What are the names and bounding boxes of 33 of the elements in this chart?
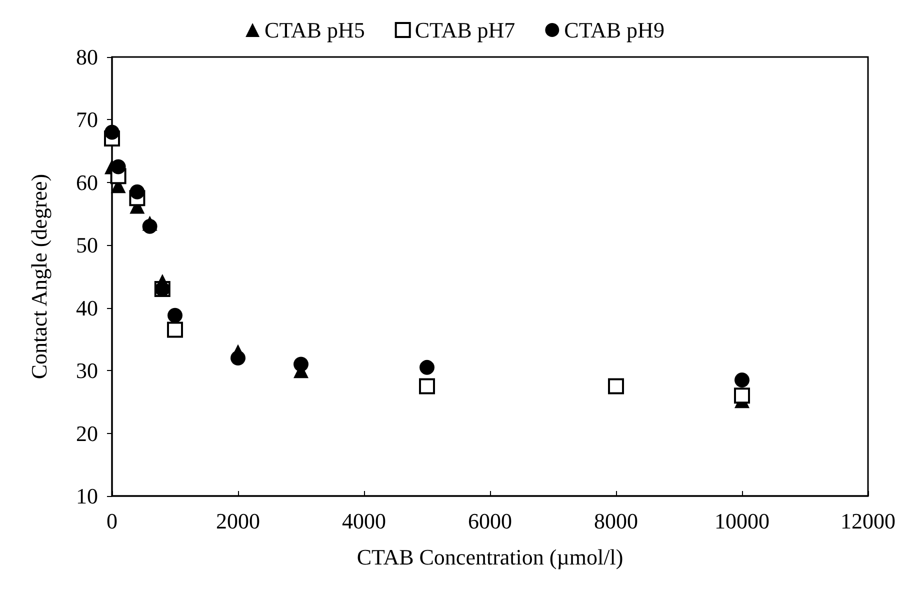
y-tick-label: 20 — [76, 420, 98, 446]
legend-label: CTAB pH5 — [264, 18, 365, 42]
x-axis-title: CTAB Concentration (µmol/l) — [356, 544, 624, 570]
point — [230, 350, 246, 366]
y-tick-label: 70 — [76, 107, 98, 132]
point — [420, 360, 434, 375]
point — [130, 184, 145, 200]
legend-label: CTAB pH7 — [414, 18, 516, 42]
point — [168, 308, 182, 323]
y-tick-label: 50 — [76, 232, 98, 258]
x-tick-label: 10000 — [714, 508, 770, 534]
y-axis-title: Contact Angle (degree) — [26, 174, 52, 380]
point — [294, 356, 308, 372]
point — [110, 159, 126, 174]
point — [167, 322, 183, 338]
point — [608, 378, 624, 394]
point — [104, 124, 120, 140]
x-tick-label: 4000 — [342, 508, 386, 534]
point — [734, 388, 750, 404]
x-tick-label: 12000 — [840, 508, 896, 534]
x-tick-label: 2000 — [216, 508, 260, 534]
x-tick-label: 6000 — [468, 508, 512, 534]
y-tick-label: 30 — [76, 358, 98, 384]
point — [419, 378, 435, 394]
x-tick-label: 0 — [106, 508, 118, 534]
y-tick-label: 60 — [76, 170, 98, 195]
y-tick-label: 80 — [76, 44, 98, 70]
point — [734, 372, 750, 388]
x-tick-label: 8000 — [594, 508, 638, 534]
point — [142, 218, 158, 234]
legend-label: CTAB pH9 — [564, 18, 664, 42]
y-tick-label: 40 — [76, 295, 98, 320]
y-tick-label: 10 — [76, 484, 98, 508]
